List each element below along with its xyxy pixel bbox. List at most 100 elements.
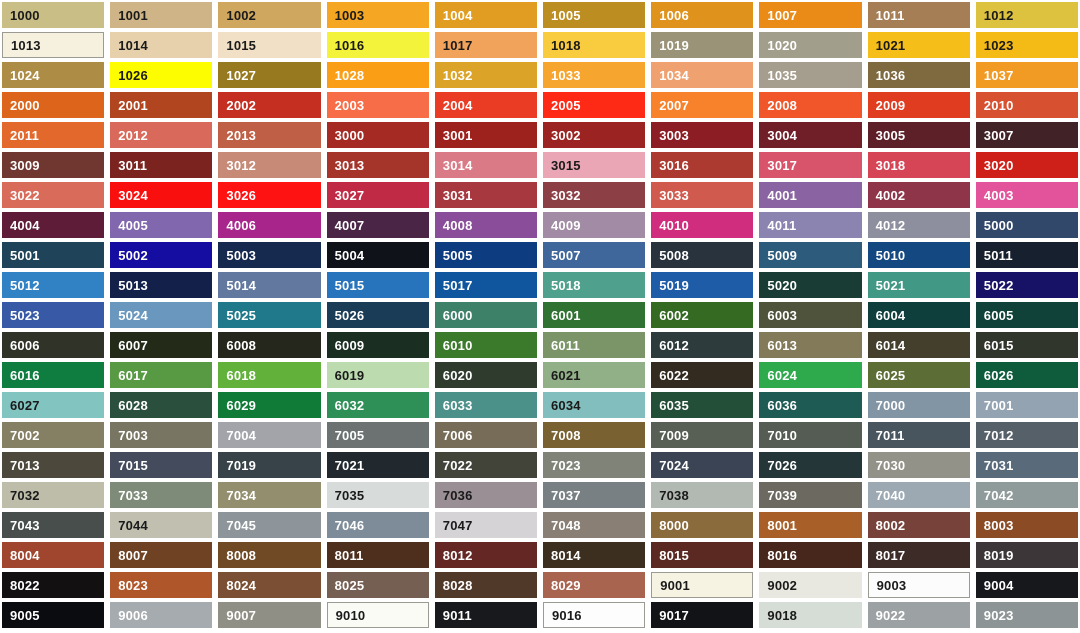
color-swatch-5021[interactable]: 5021 bbox=[867, 272, 970, 298]
color-swatch-9007[interactable]: 9007 bbox=[218, 602, 321, 628]
color-swatch-6017[interactable]: 6017 bbox=[110, 362, 213, 388]
color-swatch-3027[interactable]: 3027 bbox=[326, 182, 429, 208]
color-swatch-7033[interactable]: 7033 bbox=[110, 482, 213, 508]
color-swatch-7040[interactable]: 7040 bbox=[867, 482, 970, 508]
color-swatch-1018[interactable]: 1018 bbox=[542, 32, 646, 58]
color-swatch-7015[interactable]: 7015 bbox=[110, 452, 213, 478]
color-swatch-1020[interactable]: 1020 bbox=[759, 32, 862, 58]
color-swatch-6010[interactable]: 6010 bbox=[434, 332, 537, 358]
color-swatch-2012[interactable]: 2012 bbox=[110, 122, 213, 148]
color-swatch-8023[interactable]: 8023 bbox=[110, 572, 213, 598]
color-swatch-6027[interactable]: 6027 bbox=[2, 392, 105, 418]
color-swatch-5015[interactable]: 5015 bbox=[326, 272, 429, 298]
color-swatch-7004[interactable]: 7004 bbox=[218, 422, 321, 448]
color-swatch-9016[interactable]: 9016 bbox=[542, 602, 646, 628]
color-swatch-3000[interactable]: 3000 bbox=[326, 122, 429, 148]
color-swatch-3003[interactable]: 3003 bbox=[651, 122, 754, 148]
color-swatch-6033[interactable]: 6033 bbox=[434, 392, 537, 418]
color-swatch-6016[interactable]: 6016 bbox=[2, 362, 105, 388]
color-swatch-8014[interactable]: 8014 bbox=[542, 542, 646, 568]
color-swatch-7003[interactable]: 7003 bbox=[110, 422, 213, 448]
color-swatch-6034[interactable]: 6034 bbox=[542, 392, 646, 418]
color-swatch-5009[interactable]: 5009 bbox=[759, 242, 862, 268]
color-swatch-6005[interactable]: 6005 bbox=[975, 302, 1078, 328]
color-swatch-8003[interactable]: 8003 bbox=[975, 512, 1078, 538]
color-swatch-7034[interactable]: 7034 bbox=[218, 482, 321, 508]
color-swatch-7045[interactable]: 7045 bbox=[218, 512, 321, 538]
color-swatch-9005[interactable]: 9005 bbox=[2, 602, 105, 628]
color-swatch-7006[interactable]: 7006 bbox=[434, 422, 537, 448]
color-swatch-8022[interactable]: 8022 bbox=[2, 572, 105, 598]
color-swatch-1004[interactable]: 1004 bbox=[434, 2, 537, 28]
color-swatch-4006[interactable]: 4006 bbox=[218, 212, 321, 238]
color-swatch-8019[interactable]: 8019 bbox=[975, 542, 1078, 568]
color-swatch-2001[interactable]: 2001 bbox=[110, 92, 213, 118]
color-swatch-6012[interactable]: 6012 bbox=[651, 332, 754, 358]
color-swatch-6019[interactable]: 6019 bbox=[326, 362, 429, 388]
color-swatch-1014[interactable]: 1014 bbox=[110, 32, 213, 58]
color-swatch-1035[interactable]: 1035 bbox=[759, 62, 862, 88]
color-swatch-7022[interactable]: 7022 bbox=[434, 452, 537, 478]
color-swatch-6022[interactable]: 6022 bbox=[651, 362, 754, 388]
color-swatch-7046[interactable]: 7046 bbox=[326, 512, 429, 538]
color-swatch-5023[interactable]: 5023 bbox=[2, 302, 105, 328]
color-swatch-5003[interactable]: 5003 bbox=[218, 242, 321, 268]
color-swatch-7043[interactable]: 7043 bbox=[2, 512, 105, 538]
color-swatch-8008[interactable]: 8008 bbox=[218, 542, 321, 568]
color-swatch-7012[interactable]: 7012 bbox=[975, 422, 1078, 448]
color-swatch-1026[interactable]: 1026 bbox=[110, 62, 213, 88]
color-swatch-4007[interactable]: 4007 bbox=[326, 212, 429, 238]
color-swatch-1005[interactable]: 1005 bbox=[542, 2, 646, 28]
color-swatch-6035[interactable]: 6035 bbox=[651, 392, 754, 418]
color-swatch-5026[interactable]: 5026 bbox=[326, 302, 429, 328]
color-swatch-1000[interactable]: 1000 bbox=[2, 2, 105, 28]
color-swatch-4001[interactable]: 4001 bbox=[759, 182, 862, 208]
color-swatch-5004[interactable]: 5004 bbox=[326, 242, 429, 268]
color-swatch-7039[interactable]: 7039 bbox=[759, 482, 862, 508]
color-swatch-3015[interactable]: 3015 bbox=[542, 152, 646, 178]
color-swatch-1027[interactable]: 1027 bbox=[218, 62, 321, 88]
color-swatch-1023[interactable]: 1023 bbox=[975, 32, 1078, 58]
color-swatch-7008[interactable]: 7008 bbox=[542, 422, 646, 448]
color-swatch-1007[interactable]: 1007 bbox=[759, 2, 862, 28]
color-swatch-9006[interactable]: 9006 bbox=[110, 602, 213, 628]
color-swatch-9017[interactable]: 9017 bbox=[651, 602, 754, 628]
color-swatch-8029[interactable]: 8029 bbox=[542, 572, 646, 598]
color-swatch-7019[interactable]: 7019 bbox=[218, 452, 321, 478]
color-swatch-5018[interactable]: 5018 bbox=[542, 272, 646, 298]
color-swatch-7032[interactable]: 7032 bbox=[2, 482, 105, 508]
color-swatch-8017[interactable]: 8017 bbox=[867, 542, 970, 568]
color-swatch-7011[interactable]: 7011 bbox=[867, 422, 970, 448]
color-swatch-3014[interactable]: 3014 bbox=[434, 152, 537, 178]
color-swatch-9004[interactable]: 9004 bbox=[975, 572, 1078, 598]
color-swatch-8024[interactable]: 8024 bbox=[218, 572, 321, 598]
color-swatch-1036[interactable]: 1036 bbox=[867, 62, 970, 88]
color-swatch-8015[interactable]: 8015 bbox=[651, 542, 754, 568]
color-swatch-4003[interactable]: 4003 bbox=[975, 182, 1078, 208]
color-swatch-7024[interactable]: 7024 bbox=[651, 452, 754, 478]
color-swatch-2003[interactable]: 2003 bbox=[326, 92, 429, 118]
color-swatch-8002[interactable]: 8002 bbox=[867, 512, 970, 538]
color-swatch-4009[interactable]: 4009 bbox=[542, 212, 646, 238]
color-swatch-5013[interactable]: 5013 bbox=[110, 272, 213, 298]
color-swatch-5025[interactable]: 5025 bbox=[218, 302, 321, 328]
color-swatch-5008[interactable]: 5008 bbox=[651, 242, 754, 268]
color-swatch-5024[interactable]: 5024 bbox=[110, 302, 213, 328]
color-swatch-3007[interactable]: 3007 bbox=[975, 122, 1078, 148]
color-swatch-7035[interactable]: 7035 bbox=[326, 482, 429, 508]
color-swatch-1033[interactable]: 1033 bbox=[542, 62, 646, 88]
color-swatch-6015[interactable]: 6015 bbox=[975, 332, 1078, 358]
color-swatch-3020[interactable]: 3020 bbox=[975, 152, 1078, 178]
color-swatch-1034[interactable]: 1034 bbox=[651, 62, 754, 88]
color-swatch-5000[interactable]: 5000 bbox=[975, 212, 1078, 238]
color-swatch-4005[interactable]: 4005 bbox=[110, 212, 213, 238]
color-swatch-5017[interactable]: 5017 bbox=[434, 272, 537, 298]
color-swatch-3022[interactable]: 3022 bbox=[2, 182, 105, 208]
color-swatch-7030[interactable]: 7030 bbox=[867, 452, 970, 478]
color-swatch-3018[interactable]: 3018 bbox=[867, 152, 970, 178]
color-swatch-5005[interactable]: 5005 bbox=[434, 242, 537, 268]
color-swatch-7042[interactable]: 7042 bbox=[975, 482, 1078, 508]
color-swatch-7037[interactable]: 7037 bbox=[542, 482, 646, 508]
color-swatch-8004[interactable]: 8004 bbox=[2, 542, 105, 568]
color-swatch-6013[interactable]: 6013 bbox=[759, 332, 862, 358]
